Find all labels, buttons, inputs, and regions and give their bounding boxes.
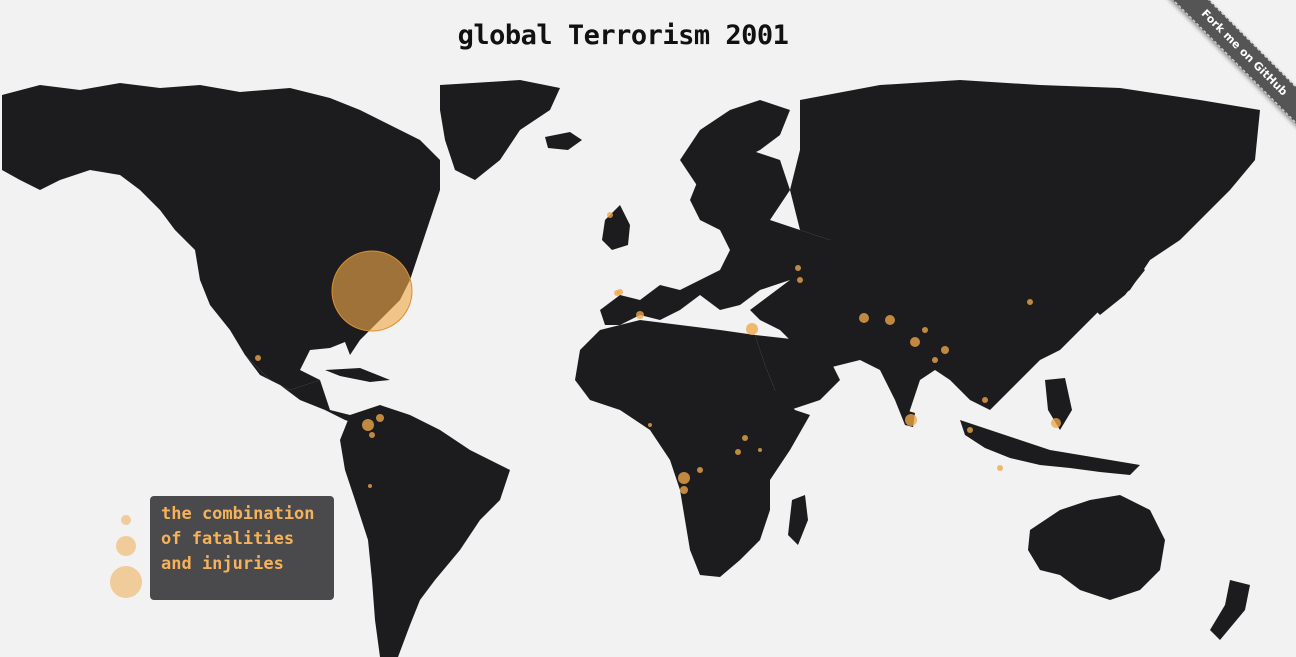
marker-colombia-2[interactable] (376, 414, 384, 422)
markers-layer (255, 212, 1061, 494)
marker-colombia-3[interactable] (369, 432, 375, 438)
iceland (545, 132, 582, 150)
marker-india-kashmir[interactable] (885, 315, 895, 325)
south-america (340, 405, 510, 657)
greenland (440, 80, 560, 180)
marker-pakistan[interactable] (859, 313, 869, 323)
marker-indonesia[interactable] (967, 427, 973, 433)
scandinavia (680, 100, 790, 190)
marker-mexico[interactable] (255, 355, 261, 361)
marker-indonesia-2[interactable] (997, 465, 1003, 471)
australia (1028, 495, 1165, 600)
marker-sri-lanka[interactable] (905, 414, 917, 426)
marker-congo[interactable] (742, 435, 748, 441)
central-america (245, 355, 360, 425)
asia (750, 80, 1260, 425)
marker-uganda[interactable] (758, 448, 762, 452)
legend-circle-small (121, 515, 131, 525)
africa (575, 320, 810, 577)
madagascar (788, 495, 808, 545)
marker-algeria[interactable] (636, 311, 644, 319)
europe (600, 150, 830, 325)
british-isles (602, 205, 630, 250)
marker-angola-3[interactable] (697, 467, 703, 473)
marker-nigeria[interactable] (648, 423, 652, 427)
land-masses (2, 80, 1260, 657)
new-zealand (1210, 580, 1250, 640)
marker-colombia[interactable] (362, 419, 374, 431)
marker-china[interactable] (1027, 299, 1033, 305)
marker-india-2[interactable] (941, 346, 949, 354)
marker-angola[interactable] (678, 472, 690, 484)
north-america (2, 83, 440, 390)
world-map (2, 80, 1260, 657)
marker-turkey[interactable] (795, 265, 801, 271)
marker-nepal[interactable] (922, 327, 928, 333)
marker-caucasus[interactable] (797, 277, 803, 283)
indonesia (960, 420, 1140, 475)
marker-philippines[interactable] (1051, 418, 1061, 428)
marker-angola-2[interactable] (680, 486, 688, 494)
philippines (1045, 378, 1072, 430)
legend-line-3: and injuries (161, 554, 284, 574)
marker-india[interactable] (910, 337, 920, 347)
marker-peru[interactable] (368, 484, 372, 488)
legend-circle-medium (116, 536, 136, 556)
marker-uk[interactable] (607, 212, 613, 218)
marker-spain[interactable] (614, 290, 620, 296)
legend-line-2: of fatalities (161, 529, 295, 549)
marker-new-york[interactable] (331, 250, 413, 332)
marker-thailand[interactable] (982, 397, 988, 403)
legend-circle-large (110, 566, 142, 598)
marker-israel[interactable] (746, 323, 758, 335)
page-title: global Terrorism 2001 (457, 20, 789, 51)
legend-panel: the combination of fatalities and injuri… (150, 496, 334, 600)
japan (1085, 260, 1145, 315)
caribbean (325, 368, 390, 382)
legend-line-1: the combination (161, 504, 315, 524)
marker-congo-2[interactable] (735, 449, 741, 455)
marker-india-3[interactable] (932, 357, 938, 363)
